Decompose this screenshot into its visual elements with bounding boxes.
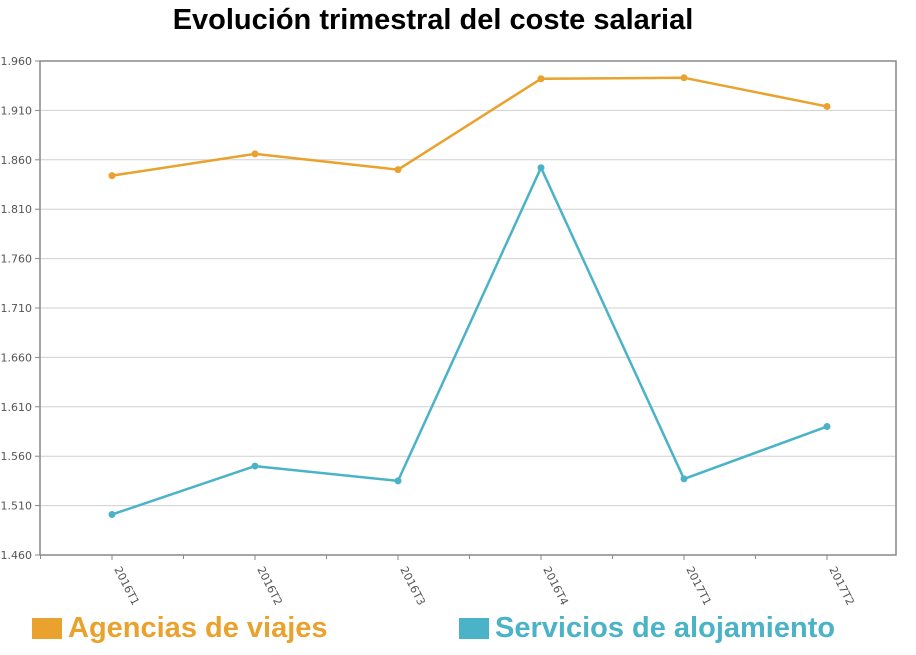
legend-item-agencias: Agencias de viajes [32, 612, 328, 645]
y-axis: 1.460 1.510 1.560 1.610 1.660 1.710 1.760 1.810… [1, 55, 40, 562]
legend-item-alojamiento: Servicios de alojamiento [459, 612, 835, 645]
legend-swatch-alojamiento [459, 618, 489, 639]
x-axis: 2016T1 2016T2 2016T3 2016T4 2017T1 2017T2 [40, 555, 857, 608]
y-tick-label: 1.810 [1, 203, 33, 216]
data-point [537, 164, 545, 172]
legend-swatch-agencias [32, 618, 62, 639]
data-point [394, 477, 402, 485]
y-tick-label: 1.960 [1, 55, 33, 68]
data-point [537, 75, 545, 83]
y-tick-label: 1.610 [1, 401, 33, 414]
data-point [680, 74, 688, 82]
legend-label-alojamiento: Servicios de alojamiento [495, 612, 836, 644]
chart-title: Evolución trimestral del coste salarial [172, 4, 694, 36]
series-layer [108, 74, 831, 518]
data-point [680, 475, 688, 483]
series-line [111, 166, 828, 516]
x-tick-label: 2017T1 [683, 564, 714, 607]
y-tick-label: 1.510 [1, 500, 33, 513]
data-point [108, 172, 116, 180]
y-tick-label: 1.660 [1, 351, 33, 364]
y-tick-label: 1.860 [1, 154, 33, 167]
x-tick-label: 2016T1 [111, 564, 142, 607]
y-tick-label: 1.760 [1, 253, 33, 266]
x-tick-label: 2016T3 [397, 564, 428, 607]
series-line [111, 76, 828, 177]
data-point [251, 150, 259, 158]
y-tick-label: 1.910 [1, 104, 33, 117]
series-0 [108, 74, 831, 180]
legend-label-agencias: Agencias de viajes [68, 612, 328, 644]
y-tick-label: 1.460 [1, 549, 33, 562]
y-tick-label: 1.560 [1, 450, 33, 463]
gridlines [40, 60, 896, 556]
plot-frame [39, 60, 897, 556]
x-tick-label: 2016T4 [540, 564, 571, 607]
y-tick-label: 1.710 [1, 302, 33, 315]
data-point [108, 510, 116, 518]
data-point [251, 462, 259, 470]
data-point [823, 423, 831, 431]
series-1 [108, 164, 831, 518]
data-point [394, 166, 402, 174]
data-point [823, 102, 831, 110]
x-tick-label: 2017T2 [826, 564, 857, 607]
x-tick-label: 2016T2 [254, 564, 285, 607]
